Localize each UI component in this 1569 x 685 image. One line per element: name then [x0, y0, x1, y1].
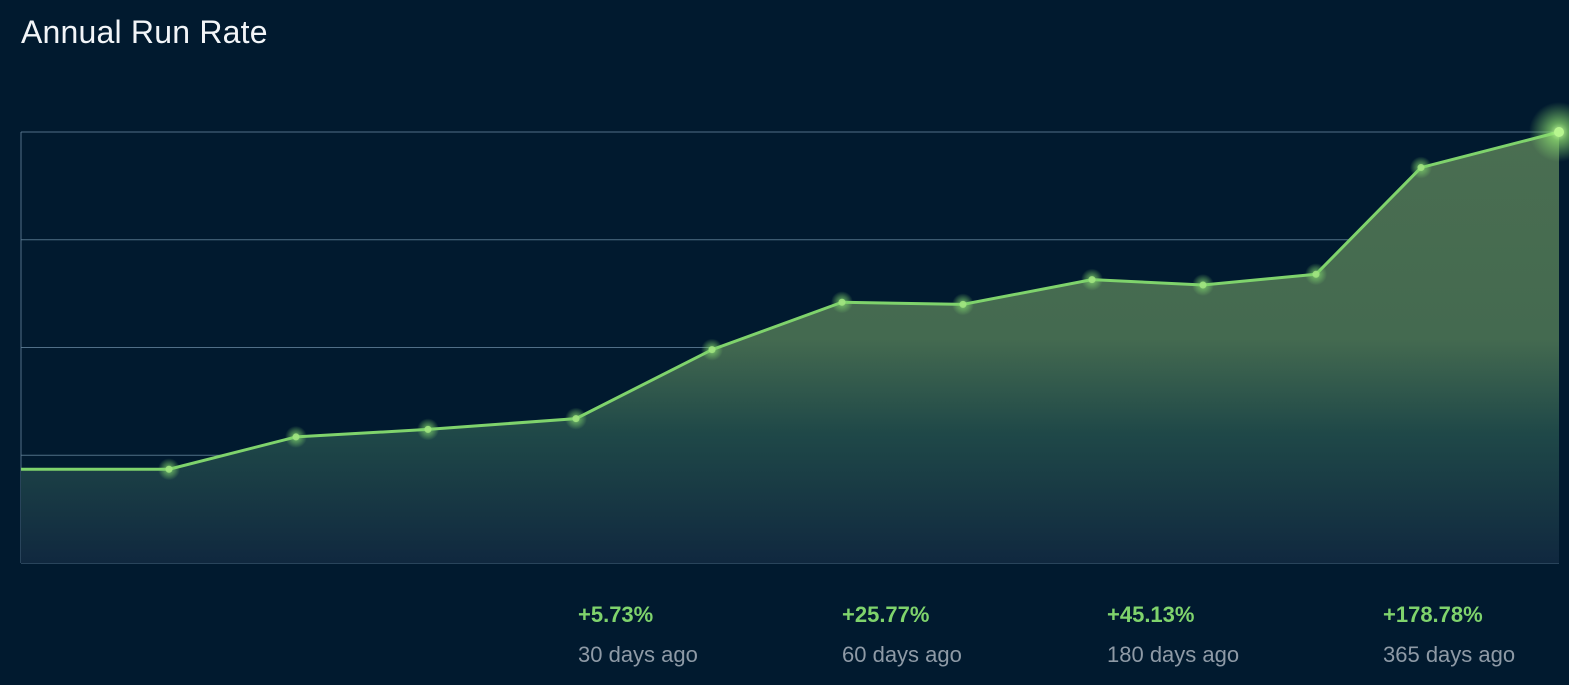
data-point-core	[1088, 276, 1096, 284]
data-point-core	[165, 465, 173, 473]
data-point-core	[708, 346, 716, 354]
end-point-glow	[1529, 102, 1569, 162]
data-point-core	[1312, 270, 1320, 278]
data-point	[1554, 127, 1564, 137]
data-point-core	[424, 425, 432, 433]
data-point-core	[838, 298, 846, 306]
data-point-core	[1417, 164, 1425, 172]
data-point-core	[572, 415, 580, 423]
chart-title: Annual Run Rate	[21, 14, 268, 50]
data-point-core	[1199, 281, 1207, 289]
series-area	[21, 132, 1559, 563]
data-point-core	[292, 433, 300, 441]
data-point-core	[959, 300, 967, 308]
